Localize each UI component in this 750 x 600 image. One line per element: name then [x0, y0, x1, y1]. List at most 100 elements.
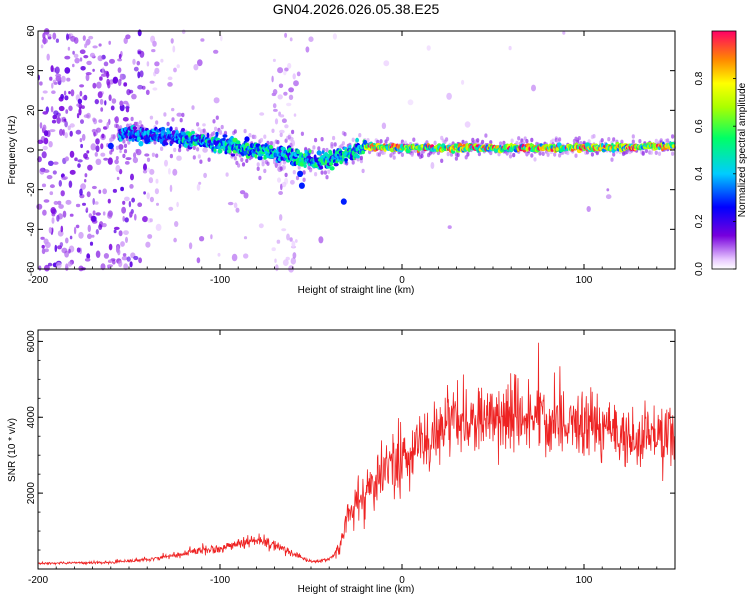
- spectrogram-noise-cell: [42, 209, 47, 216]
- spectrogram-halo-cell: [558, 137, 562, 142]
- spectrogram-noise-cell: [188, 242, 193, 250]
- spectrogram-noise-cell: [142, 216, 148, 223]
- spectrogram-halo-cell: [420, 153, 424, 159]
- spectrogram-noise-cell: [98, 224, 103, 230]
- spectrogram-halo-cell: [649, 150, 653, 155]
- spectrogram-noise-cell: [65, 199, 72, 205]
- spectrogram-noise-cell: [276, 239, 281, 244]
- spectrogram-halo-cell: [309, 168, 313, 173]
- spectrogram-ridge-cell: [356, 154, 360, 159]
- spectrogram-noise-cell: [292, 252, 297, 259]
- spectrogram-noise-cell: [124, 217, 129, 223]
- spectrogram-noise-cell: [58, 204, 64, 209]
- spectrogram-noise-cell: [174, 221, 179, 227]
- spectrogram-noise-cell: [74, 57, 80, 64]
- spectrogram-ridge-cell: [131, 137, 135, 142]
- spectrogram-noise-cell: [213, 49, 219, 54]
- spectrogram-halo-cell: [163, 112, 167, 117]
- spectrogram-x-tick-label: -200: [28, 275, 48, 286]
- spectrogram-noise-cell: [143, 191, 147, 195]
- spectrogram-noise-cell: [40, 236, 45, 240]
- spectrogram-noise-cell: [84, 173, 88, 178]
- spectrogram-noise-cell: [279, 129, 285, 134]
- spectrogram-noise-cell: [59, 128, 64, 136]
- spectrogram-halo-cell: [671, 134, 675, 139]
- spectrogram-x-tick-label: 0: [399, 275, 405, 286]
- spectrogram-noise-cell: [126, 256, 131, 262]
- spectrogram-halo-cell: [489, 140, 493, 145]
- spectrogram-halo-cell: [258, 175, 262, 181]
- spectrogram-halo-cell: [271, 128, 275, 133]
- spectrogram-ridge-cell: [166, 129, 172, 135]
- spectrogram-noise-cell: [53, 161, 59, 165]
- spectrogram-halo-cell: [631, 139, 635, 144]
- spectrogram-noise-cell: [83, 153, 88, 159]
- spectrogram-noise-cell: [38, 265, 42, 271]
- spectrogram-noise-cell: [49, 184, 55, 189]
- spectrogram-noise-cell: [464, 121, 471, 128]
- spectrogram-halo-cell: [456, 152, 460, 158]
- spectrogram-halo-cell: [112, 135, 116, 140]
- spectrogram-noise-cell: [49, 129, 56, 133]
- spectrogram-halo-cell: [138, 120, 142, 125]
- spectrogram-noise-cell: [139, 70, 144, 78]
- spectrogram-noise-cell: [51, 212, 56, 217]
- spectrogram-noise-cell: [55, 73, 62, 78]
- spectrogram-halo-cell: [130, 116, 134, 122]
- spectrogram-halo-cell: [508, 154, 513, 159]
- spectrogram-halo-cell: [546, 152, 550, 158]
- spectrogram-halo-cell: [366, 138, 370, 143]
- spectrogram-halo-cell: [273, 159, 277, 165]
- spectrogram-ridge-cell: [230, 153, 236, 157]
- spectrogram-ridge-cell: [144, 136, 151, 144]
- spectrogram-halo-cell: [241, 162, 246, 167]
- spectrogram-cells: [36, 28, 676, 273]
- spectrogram-noise-cell: [119, 149, 122, 154]
- spectrogram-noise-cell: [69, 169, 76, 175]
- spectrogram-noise-cell: [72, 63, 75, 68]
- spectrogram-noise-cell: [446, 92, 452, 100]
- spectrogram-halo-cell: [530, 153, 534, 158]
- spectrogram-noise-cell: [124, 161, 130, 165]
- spectrogram-noise-cell: [191, 105, 195, 110]
- spectrogram-halo-cell: [215, 115, 219, 120]
- spectrogram-noise-cell: [48, 227, 52, 234]
- spectrogram-halo-cell: [197, 154, 201, 159]
- spectrogram-noise-cell: [41, 151, 47, 159]
- spectrogram-noise-cell: [217, 252, 221, 257]
- spectrogram-noise-cell: [69, 213, 74, 217]
- spectrogram-noise-cell: [97, 55, 104, 62]
- spectrogram-noise-cell: [98, 43, 102, 47]
- spectrogram-noise-cell: [115, 156, 119, 160]
- spectrogram-halo-cell: [204, 131, 208, 136]
- spectrogram-noise-cell: [70, 89, 75, 97]
- spectrogram-noise-cell: [145, 241, 151, 248]
- spectrogram-noise-cell: [94, 99, 100, 105]
- spectrogram-ridge-cell: [235, 140, 241, 145]
- spectrogram-ridge-cell: [348, 144, 352, 149]
- spectrogram-noise-cell: [233, 202, 238, 209]
- spectrogram-noise-cell: [426, 45, 431, 51]
- spectrogram-noise-cell: [53, 110, 59, 116]
- spectrogram-noise-cell: [81, 105, 85, 109]
- spectrogram-halo-cell: [199, 159, 203, 164]
- spectrogram-noise-cell: [46, 175, 53, 180]
- spectrogram-noise-cell: [107, 264, 114, 268]
- spectrogram-noise-cell: [95, 229, 99, 235]
- spectrogram-ridge-cell: [244, 142, 250, 147]
- spectrogram-ridge-cell: [584, 142, 591, 148]
- spectrogram-noise-cell: [122, 253, 127, 257]
- spectrogram-noise-cell: [173, 237, 177, 243]
- spectrogram-noise-cell: [286, 233, 290, 241]
- spectrogram-noise-cell: [117, 58, 123, 62]
- spectrogram-halo-cell: [377, 152, 381, 157]
- spectrogram-noise-cell: [76, 113, 80, 119]
- spectrogram-noise-cell: [79, 138, 83, 143]
- spectrogram-noise-cell: [131, 93, 137, 100]
- spectrogram-noise-cell: [99, 76, 103, 81]
- spectrogram-noise-cell: [50, 106, 54, 113]
- spectrogram-halo-cell: [631, 134, 635, 139]
- spectrogram-noise-cell: [94, 152, 99, 157]
- spectrogram-noise-cell: [152, 87, 158, 91]
- spectrogram-ridge-cell: [339, 160, 343, 165]
